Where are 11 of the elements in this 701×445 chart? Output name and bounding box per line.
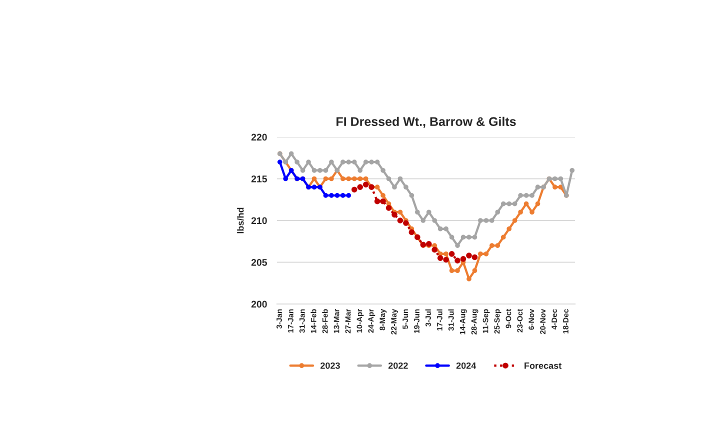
legend-label: 2023 bbox=[320, 362, 340, 369]
y-tick-label: 215 bbox=[251, 175, 268, 182]
chart-title: FI Dressed Wt., Barrow & Gilts bbox=[336, 116, 516, 128]
y-tick-label: 210 bbox=[251, 217, 267, 224]
legend-label: 2022 bbox=[388, 362, 408, 369]
legend-label: Forecast bbox=[524, 362, 562, 369]
y-tick-label: 200 bbox=[251, 300, 267, 308]
legend-label: 2024 bbox=[456, 362, 476, 369]
y-axis-title: lbs/hd bbox=[237, 208, 244, 234]
y-tick-label: 205 bbox=[251, 258, 268, 266]
y-tick-label: 220 bbox=[251, 134, 267, 141]
